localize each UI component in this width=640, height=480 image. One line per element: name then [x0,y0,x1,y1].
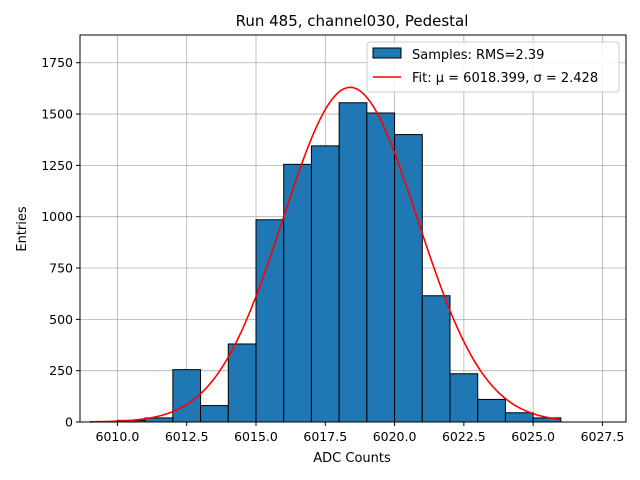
y-tick-label: 1250 [41,158,73,173]
histogram-bar [477,398,506,423]
fit-curve [89,86,561,423]
x-ticks: 6010.0 6012.5 6015.0 6017.5 6020.0 6022.5 6025… [96,422,625,444]
histogram-bar [200,405,229,423]
x-axis-label: ADC Counts [313,451,391,466]
histogram-bar [255,219,285,423]
x-tick-label: 6027.5 [581,429,625,444]
histogram-bar [172,369,202,423]
x-tick-label: 6017.5 [303,429,347,444]
legend-label-fit: Fit: μ = 6018.399, σ = 2.428 [412,71,598,86]
legend-label-samples: Samples: RMS=2.39 [412,48,544,63]
x-tick-label: 6015.0 [234,429,278,444]
histogram-bar [338,102,368,423]
fit-layer [89,86,561,423]
y-tick-label: 0 [65,415,73,430]
legend-swatch-samples [372,47,402,59]
y-tick-label: 250 [49,363,73,378]
x-tick-label: 6020.0 [373,429,417,444]
histogram-bar [310,145,340,423]
y-tick-label: 1500 [41,107,73,122]
y-tick-label: 500 [49,312,73,327]
histogram-bar [504,412,534,423]
bars-layer [116,102,562,423]
histogram-bar [227,343,257,423]
x-tick-label: 6025.0 [511,429,555,444]
chart-title: Run 485, channel030, Pedestal [236,12,469,30]
x-tick-label: 6012.5 [165,429,209,444]
histogram-bar [394,134,423,423]
legend-box [366,41,620,93]
y-tick-label: 750 [49,261,73,276]
y-tick-label: 1750 [41,55,73,70]
histogram-bar [449,373,479,423]
y-ticks: 0 250 500 750 1000 1250 1500 1750 [41,55,80,430]
x-tick-label: 6022.5 [442,429,486,444]
x-tick-label: 6010.0 [96,429,140,444]
axes-frame [79,34,627,423]
y-axis-label: Entries [15,206,30,252]
legend: Samples: RMS=2.39 Fit: μ = 6018.399, σ =… [366,41,620,93]
y-tick-label: 1000 [41,209,73,224]
histogram-bar [366,112,396,423]
histogram-bar [283,163,312,423]
histogram-bar [421,295,451,423]
